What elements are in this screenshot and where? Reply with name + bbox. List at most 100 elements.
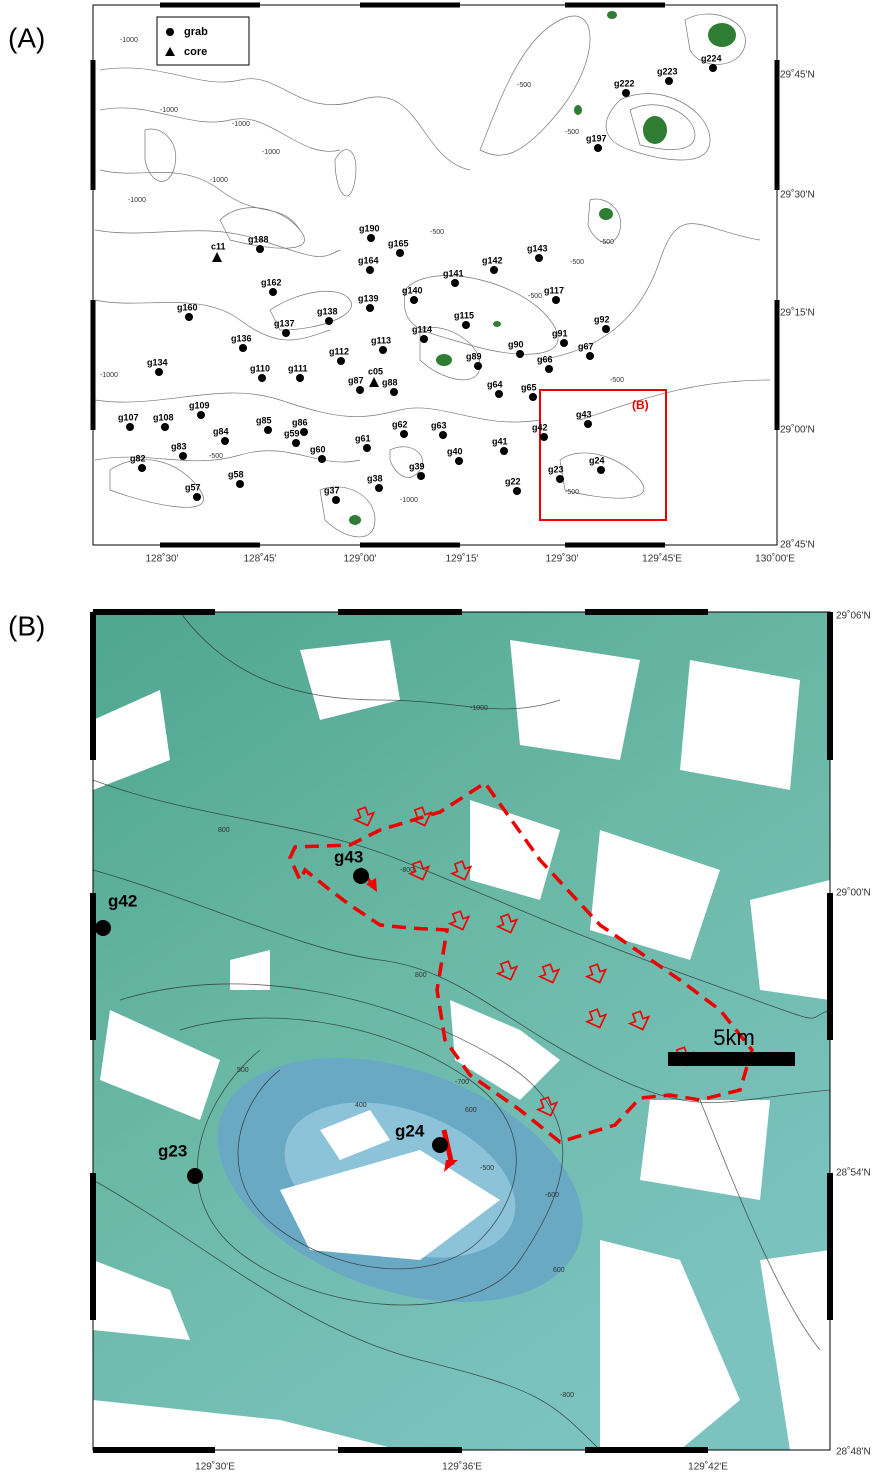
station-label: g109 [189, 400, 210, 410]
contour-label: -800 [560, 1392, 574, 1399]
grab-station [602, 325, 610, 333]
grab-station [337, 357, 345, 365]
x-tick-label: 128˚45' [243, 553, 276, 565]
station-label: g107 [118, 412, 139, 422]
contour-label: 800 [218, 827, 230, 834]
grab-station [375, 484, 383, 492]
grab-station [197, 411, 205, 419]
y-tick-label: 29˚00'N [780, 424, 815, 436]
grab-station [282, 329, 290, 337]
contour-label: -1000 [262, 149, 280, 156]
station-label: g137 [274, 318, 295, 328]
contour-label: -500 [517, 82, 531, 89]
contour-label: -1000 [120, 37, 138, 44]
grab-station [709, 64, 717, 72]
grab-station [332, 496, 340, 504]
station-label: g65 [521, 382, 537, 392]
grab-station [264, 426, 272, 434]
station-label: g85 [256, 415, 272, 425]
y-tick-label: 28˚45'N [780, 539, 815, 551]
grab-station [513, 487, 521, 495]
station-label: g222 [614, 78, 635, 88]
contour-label: -800 [400, 867, 414, 874]
panel-a-map: grab core (B) [93, 5, 777, 545]
contour-label: -1000 [100, 372, 118, 379]
grab-station [451, 279, 459, 287]
station-label: g83 [171, 441, 187, 451]
x-tick-label: 129˚36'E [442, 1461, 482, 1473]
grab-station [462, 321, 470, 329]
x-tick-label: 129˚30' [545, 553, 578, 565]
station-label: g23 [548, 464, 564, 474]
station-label: g165 [388, 238, 409, 248]
grab-station [495, 390, 503, 398]
station-label: g113 [371, 335, 391, 345]
x-tick-label: 129˚42'E [688, 1461, 728, 1473]
x-tick-label: 129˚15' [445, 553, 478, 565]
station-label: g42 [108, 891, 137, 910]
grab-station [586, 352, 594, 360]
station-label: g42 [532, 422, 548, 432]
grab-station [356, 386, 364, 394]
contour-label: 800 [415, 972, 427, 979]
contour-label: -500 [610, 377, 624, 384]
grab-station [540, 433, 548, 441]
x-tick-label: 129˚00' [343, 553, 376, 565]
y-tick-label: 29˚00'N [836, 887, 871, 899]
grab-station [417, 472, 425, 480]
station-label: g38 [367, 473, 383, 483]
grab-station [594, 144, 602, 152]
grab-station [400, 430, 408, 438]
grab-station [665, 77, 673, 85]
station-label: g39 [409, 461, 425, 471]
grab-station [269, 288, 277, 296]
station-label: g57 [185, 482, 201, 492]
inset-label: (B) [632, 398, 649, 412]
station-label: g24 [395, 1121, 425, 1140]
grab-station [325, 317, 333, 325]
x-tick-label: 129˚45'E [642, 553, 682, 565]
contour-label: 400 [355, 1102, 367, 1109]
grab-station [155, 368, 163, 376]
grab-station [455, 457, 463, 465]
grab-station [363, 444, 371, 452]
station-label: g90 [508, 339, 524, 349]
grab-station [390, 388, 398, 396]
station-label: g41 [492, 436, 508, 446]
station-label: g22 [505, 476, 521, 486]
x-tick-label: 130˚00'E [755, 553, 795, 565]
grab-station [379, 346, 387, 354]
grab-station [366, 304, 374, 312]
grab-station [516, 350, 524, 358]
contour-label: -700 [455, 1079, 469, 1086]
contour-label: -500 [480, 1165, 494, 1172]
station-label: g164 [358, 255, 379, 265]
contour-label: -1000 [232, 121, 250, 128]
station-label: g224 [701, 53, 722, 63]
grab-station [185, 313, 193, 321]
contour-label: -1000 [210, 177, 228, 184]
y-tick-label: 29˚45'N [780, 69, 815, 81]
station-label: g61 [355, 433, 371, 443]
station-label: g67 [578, 341, 594, 351]
grab-station [221, 437, 229, 445]
panel-b-map: 5km [93, 612, 830, 1450]
grab-station [474, 362, 482, 370]
station-label: g84 [213, 426, 229, 436]
station-label: g223 [657, 66, 678, 76]
contour-label: 600 [465, 1107, 477, 1114]
grab-station [179, 452, 187, 460]
station-label: g24 [589, 455, 605, 465]
station-label: g89 [466, 351, 482, 361]
station-label: g190 [359, 223, 380, 233]
station-label: g110 [250, 363, 270, 373]
contour-label: -500 [570, 259, 584, 266]
station-label: g60 [310, 444, 326, 454]
grab-station [597, 466, 605, 474]
y-tick-label: 28˚48'N [836, 1446, 871, 1458]
station-label: g188 [248, 234, 269, 244]
grab-station [239, 344, 247, 352]
station-label: g136 [231, 333, 252, 343]
station-label: g111 [288, 363, 308, 373]
station-label: g40 [447, 446, 463, 456]
